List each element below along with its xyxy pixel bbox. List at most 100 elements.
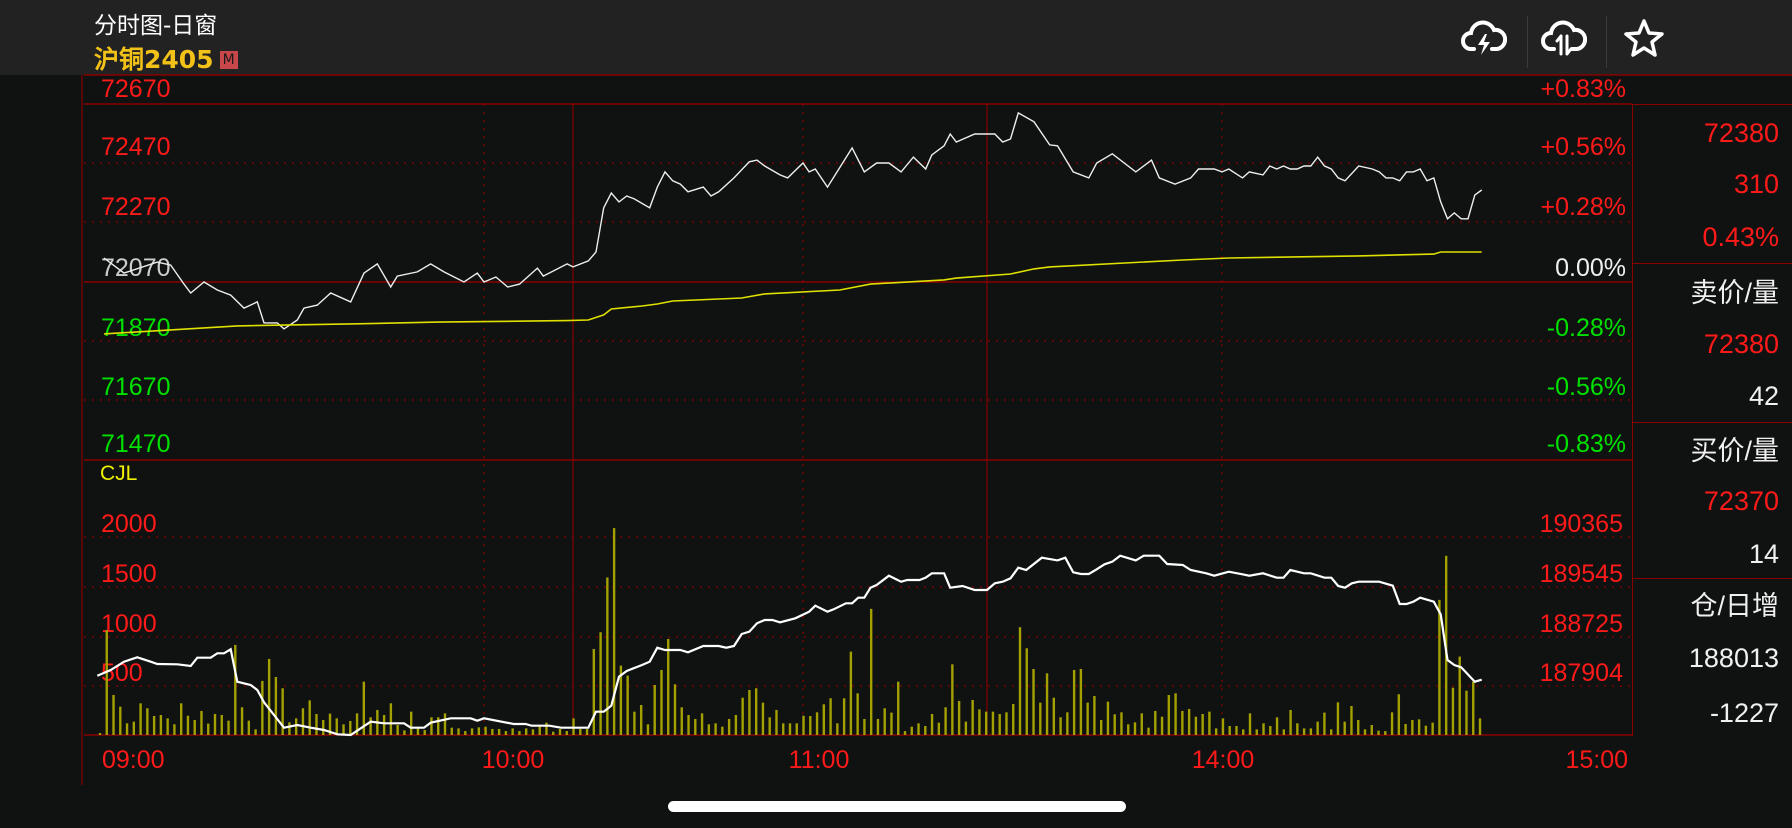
volume-bar [1032, 668, 1035, 735]
oi-tick: 190365 [1540, 510, 1623, 538]
volume-bar [734, 715, 738, 735]
volume-bar [342, 724, 345, 735]
volume-bar [1208, 711, 1211, 735]
volume-bar [437, 717, 440, 735]
volume-bar [633, 711, 636, 735]
volume-bar [186, 715, 190, 735]
bid-price: 72370 [1703, 486, 1779, 516]
volume-bar [1167, 695, 1171, 735]
contract-symbol[interactable]: 沪铜2405 M [94, 40, 238, 76]
volume-bar [1404, 724, 1407, 735]
percent-tick: +0.83% [1541, 75, 1627, 103]
open-interest-label: 仓/日增 [1690, 591, 1779, 621]
page-title: 分时图-日窗 [94, 13, 218, 39]
volume-bar [660, 669, 663, 735]
cloud-lightning-button[interactable] [1460, 14, 1508, 62]
volume-bar [531, 729, 535, 735]
volume-bar [518, 731, 521, 735]
volume-bar [349, 720, 352, 735]
series-lines [96, 111, 1483, 737]
volume-bar [1093, 695, 1096, 735]
volume-bar [842, 698, 846, 735]
volume-bar [700, 713, 704, 735]
volume-bar [1370, 725, 1373, 735]
volume-bar [653, 685, 656, 735]
volume-bar [464, 731, 467, 735]
volume-bar [234, 644, 237, 735]
volume-bar [1181, 710, 1184, 735]
volume-bar [579, 728, 582, 735]
volume-bar [673, 684, 677, 735]
volume-bar [1154, 710, 1157, 735]
volume-bar [1214, 728, 1218, 735]
volume-bar [220, 715, 223, 735]
volume-bar [998, 714, 1001, 735]
volume-bar [619, 665, 623, 735]
main-contract-badge: M [219, 51, 238, 69]
open-interest-axis-right: 190365 189545 188725 187904 [1540, 510, 1624, 687]
volume-bar [125, 723, 129, 735]
volume-bar [1099, 719, 1103, 735]
volume-bar [470, 728, 474, 735]
volume-bar [552, 731, 555, 735]
volume-bar [964, 721, 968, 735]
volume-bar [1275, 717, 1279, 735]
cloud-sync-button[interactable] [1540, 14, 1588, 62]
volume-bar [545, 722, 548, 735]
volume-bar [748, 689, 751, 735]
percent-tick: +0.28% [1541, 193, 1627, 221]
volume-bar [863, 718, 866, 735]
volume-bar [423, 730, 426, 735]
open-interest-change: -1227 [1709, 698, 1779, 728]
volume-bar [1045, 673, 1049, 735]
volume-bar [836, 723, 839, 735]
volume-bar [1140, 713, 1143, 735]
volume-bar [1458, 656, 1461, 735]
volume-bar [1336, 702, 1340, 735]
volume-bar [1357, 719, 1360, 735]
volume-bar [782, 723, 785, 735]
top-bar: 分时图-日窗 沪铜2405 M [0, 0, 1792, 75]
volume-tick: 1500 [101, 560, 157, 588]
volume-bar [315, 714, 318, 735]
volume-tick: 1000 [101, 610, 157, 638]
volume-bar [721, 726, 724, 735]
volume-bar [491, 728, 494, 735]
time-tick: 14:00 [1192, 746, 1255, 774]
volume-bar [1174, 693, 1177, 735]
volume-bar [524, 728, 528, 735]
volume-bar [680, 707, 683, 735]
home-indicator[interactable] [668, 801, 1126, 812]
open-interest-line [96, 554, 1483, 737]
favorite-button[interactable] [1620, 14, 1668, 62]
volume-bar [714, 723, 717, 735]
volume-bar [403, 730, 406, 735]
volume-bar [1343, 721, 1346, 735]
volume-bar [984, 711, 988, 735]
price-tick: 72270 [101, 193, 171, 221]
volume-bar [1431, 722, 1434, 735]
volume-bar [1072, 669, 1076, 735]
ask-volume: 42 [1748, 381, 1779, 411]
time-tick: 10:00 [482, 746, 545, 774]
price-tick: 71870 [101, 314, 171, 342]
volume-bar [1160, 716, 1164, 735]
last-price: 72380 [1703, 118, 1779, 148]
volume-bar [802, 715, 805, 735]
volume-bar [288, 722, 291, 735]
time-tick: 11:00 [789, 746, 850, 774]
cloud-sync-icon [1541, 20, 1587, 56]
volume-bar [207, 723, 210, 735]
price-change: 310 [1733, 169, 1779, 199]
divider [1606, 16, 1607, 68]
price-tick: 72070 [101, 254, 171, 282]
volume-bar [1248, 713, 1252, 735]
volume-bar [1309, 728, 1313, 735]
volume-bar [1228, 725, 1231, 735]
price-tick: 71470 [101, 430, 171, 458]
ask-price: 72380 [1703, 329, 1779, 359]
volume-bar [1039, 702, 1042, 735]
volume-bar [1012, 704, 1015, 735]
volume-bar [213, 714, 217, 735]
